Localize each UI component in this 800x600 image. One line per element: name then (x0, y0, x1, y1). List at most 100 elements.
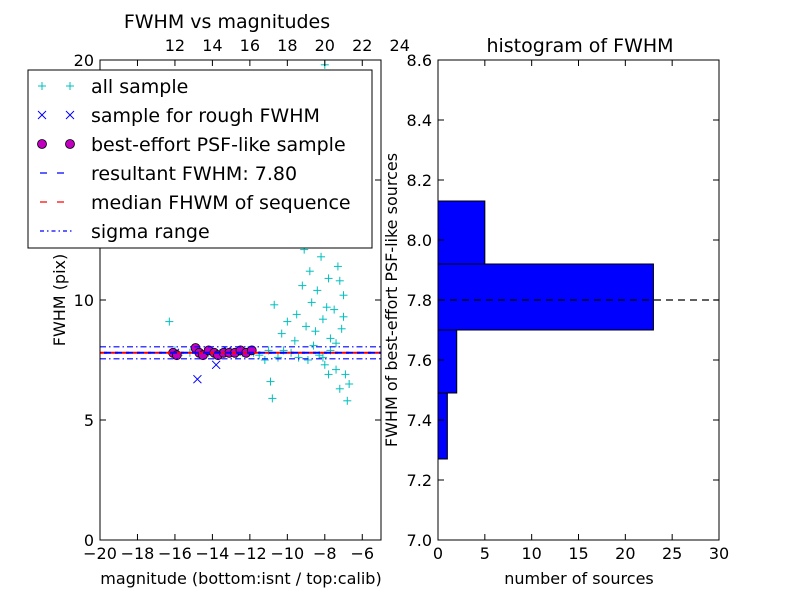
series-0-point-63 (335, 276, 344, 285)
legend-marker (38, 82, 46, 90)
series-0-point-54 (345, 380, 354, 388)
x-tick-label: −8 (313, 544, 337, 563)
x-tick-label: 5 (480, 544, 490, 563)
y-tick-label: 10 (74, 291, 94, 310)
y-tick-label: 8.4 (407, 111, 432, 130)
top-tick-label: 16 (240, 36, 260, 55)
histogram-marks (437, 200, 719, 460)
series-0-point-26 (290, 336, 299, 345)
series-0-point-44 (326, 334, 335, 343)
series-0-point-0 (165, 317, 174, 326)
series-0-point-41 (320, 360, 329, 369)
y-tick-label: 20 (74, 51, 94, 70)
series-1-point-1 (193, 374, 202, 384)
x-tick-label: −16 (158, 544, 192, 563)
y-tick-label: 7.4 (407, 411, 432, 430)
y-tick-label: 7.2 (407, 471, 432, 490)
y-tick-label: 8.0 (407, 231, 432, 250)
x-tick-label: −14 (196, 544, 230, 563)
series-0-point-40 (318, 315, 327, 324)
series-0-point-52 (341, 370, 350, 379)
y-tick-label: 8.2 (407, 171, 432, 190)
histogram-x-axis-label: number of sources (504, 569, 654, 588)
legend-marker (65, 139, 75, 149)
x-tick-label: 10 (521, 544, 541, 563)
series-0-point-53 (343, 396, 352, 405)
series-0-point-35 (309, 341, 318, 350)
series-0-point-24 (283, 317, 292, 326)
series-0-point-69 (324, 370, 333, 379)
top-tick-label: 12 (165, 36, 185, 55)
scatter-x-axis-label: magnitude (bottom:isnt / top:calib) (100, 569, 381, 588)
series-0-point-31 (302, 322, 311, 331)
x-tick-label: 20 (615, 544, 635, 563)
legend-label-rough-fwhm: sample for rough FWHM (91, 105, 320, 127)
series-0-point-39 (317, 252, 326, 261)
series-0-point-37 (313, 286, 322, 295)
legend-label-median-fwhm: median FHWM of sequence (91, 192, 351, 214)
scatter-y-axis-label: FWHM (pix) (50, 254, 69, 347)
series-0-point-16 (260, 356, 269, 364)
scatter-legend: all sample sample for rough FWHM best-ef… (27, 69, 373, 249)
x-tick-label: 15 (568, 544, 588, 563)
histogram-y-axis-label: FWHM of best-effort PSF-like sources (382, 153, 401, 447)
series-0-point-64 (311, 327, 320, 336)
series-0-point-47 (332, 365, 341, 374)
series-0-point-33 (305, 267, 314, 276)
scatter-x-ticks: −20 −18 −16 −14 −12 −10 −8 −6 (83, 60, 374, 563)
y-tick-label: 5 (84, 411, 94, 430)
y-tick-label: 8.6 (407, 51, 432, 70)
series-0-point-43 (324, 274, 333, 283)
top-tick-label: 14 (202, 36, 222, 55)
legend-label-psf-like: best-effort PSF-like sample (91, 134, 346, 156)
series-0-point-50 (337, 324, 346, 333)
series-0-point-67 (332, 339, 341, 348)
series-0-point-49 (335, 384, 344, 393)
histogram-panel: 0 5 10 15 20 25 30 7.0 7.2 7.4 7.6 7.8 8.0 8.2 8.4 8.6… (382, 35, 729, 588)
x-tick-label: −18 (121, 544, 155, 563)
x-tick-label: −6 (350, 544, 374, 563)
series-0-point-27 (292, 310, 301, 319)
legend-label-sigma-range: sigma range (91, 221, 210, 243)
x-tick-label: 25 (662, 544, 682, 563)
histogram-bar-0 (437, 392, 448, 460)
y-tick-label: 7.8 (407, 291, 432, 310)
y-tick-label: 7.6 (407, 351, 432, 370)
histogram-bar-1 (437, 329, 458, 394)
series-0-point-32 (303, 356, 312, 364)
series-0-point-46 (330, 305, 339, 314)
top-tick-label: 20 (315, 36, 335, 55)
series-0-point-19 (268, 394, 277, 403)
scatter-title: FWHM vs magnitudes (124, 11, 330, 33)
legend-marker (37, 110, 47, 120)
legend-box (27, 69, 373, 249)
y-tick-label: 7.0 (407, 531, 432, 550)
legend-marker (66, 82, 74, 90)
top-tick-label: 18 (277, 36, 297, 55)
series-0-point-68 (318, 353, 327, 362)
legend-key-2 (37, 139, 75, 149)
x-tick-label: −10 (270, 544, 304, 563)
histogram-x-ticks: 0 5 10 15 20 25 30 (433, 60, 729, 563)
series-0-point-22 (277, 329, 286, 338)
x-tick-label: −20 (83, 544, 117, 563)
histogram-bar-3 (437, 200, 486, 265)
series-0-point-28 (294, 353, 303, 362)
x-tick-label: −12 (233, 544, 267, 563)
top-tick-label: 24 (390, 36, 410, 55)
legend-marker (65, 110, 75, 120)
legend-marker (37, 139, 47, 149)
scatter-top-ticks: 12 14 16 18 20 22 24 (165, 36, 410, 55)
legend-label-all-sample: all sample (91, 76, 188, 98)
legend-label-resultant-fwhm: resultant FWHM: 7.80 (91, 163, 297, 185)
legend-key-1 (37, 110, 75, 120)
y-tick-label: 0 (84, 531, 94, 550)
series-0-point-21 (273, 353, 282, 362)
x-tick-label: 0 (433, 544, 443, 563)
histogram-bar-2 (437, 263, 654, 331)
series-0-point-51 (339, 291, 348, 300)
top-tick-label: 22 (352, 36, 372, 55)
series-0-point-34 (307, 298, 316, 307)
